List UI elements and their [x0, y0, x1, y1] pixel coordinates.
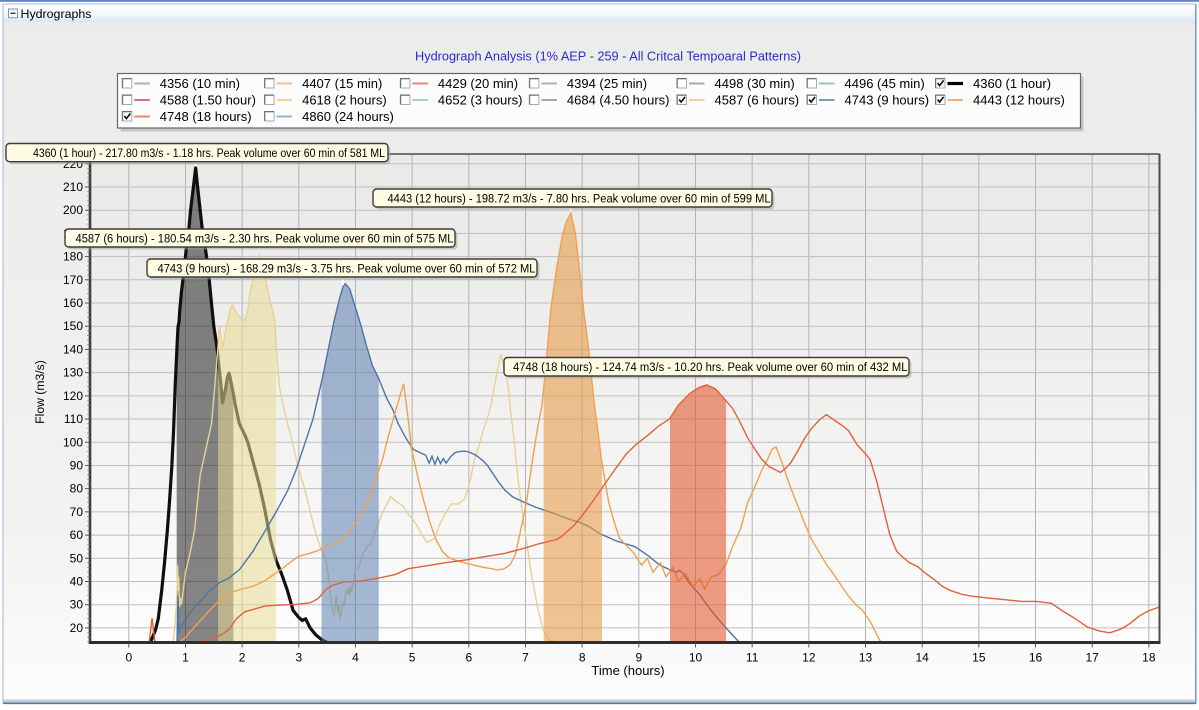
- svg-text:Flow (m3/s): Flow (m3/s): [33, 360, 47, 424]
- svg-text:8: 8: [579, 651, 586, 665]
- svg-text:140: 140: [63, 342, 83, 356]
- svg-text:30: 30: [70, 598, 84, 612]
- svg-text:9: 9: [635, 651, 642, 665]
- svg-text:110: 110: [64, 412, 83, 426]
- svg-text:20: 20: [70, 621, 84, 635]
- svg-text:150: 150: [63, 319, 83, 333]
- svg-text:60: 60: [70, 528, 84, 542]
- svg-text:18: 18: [1142, 651, 1156, 665]
- svg-text:4743 (9 hours): 4743 (9 hours): [845, 93, 930, 108]
- svg-text:12: 12: [802, 651, 816, 665]
- svg-text:120: 120: [63, 389, 83, 403]
- svg-text:170: 170: [63, 273, 83, 287]
- svg-text:Hydrograph Analysis (1% AEP -: Hydrograph Analysis (1% AEP - 259 - All …: [415, 49, 801, 64]
- svg-text:3: 3: [295, 651, 302, 665]
- svg-text:Hydrographs: Hydrographs: [21, 7, 92, 21]
- svg-text:160: 160: [63, 296, 83, 310]
- svg-text:90: 90: [70, 458, 84, 472]
- svg-text:6: 6: [465, 651, 472, 665]
- svg-text:17: 17: [1086, 651, 1100, 665]
- svg-text:4496 (45 min): 4496 (45 min): [845, 76, 925, 91]
- svg-text:4748 (18 hours): 4748 (18 hours): [160, 109, 252, 124]
- svg-text:180: 180: [63, 250, 83, 264]
- svg-text:4748 (18 hours) - 124.74 m3/s: 4748 (18 hours) - 124.74 m3/s - 10.20 hr…: [513, 360, 908, 374]
- svg-text:7: 7: [522, 651, 529, 665]
- svg-text:4356 (10 min): 4356 (10 min): [160, 76, 240, 91]
- svg-text:4443 (12 hours) - 198.72 m3/s: 4443 (12 hours) - 198.72 m3/s - 7.80 hrs…: [388, 191, 771, 205]
- svg-text:100: 100: [63, 435, 83, 449]
- svg-text:4587 (6 hours) - 180.54 m3/s -: 4587 (6 hours) - 180.54 m3/s - 2.30 hrs.…: [76, 231, 454, 245]
- svg-text:4394 (25 min): 4394 (25 min): [567, 76, 647, 91]
- svg-text:4684 (4.50 hours): 4684 (4.50 hours): [567, 93, 670, 108]
- svg-text:10: 10: [689, 651, 703, 665]
- svg-text:4652 (3 hours): 4652 (3 hours): [438, 93, 523, 108]
- svg-text:4: 4: [352, 651, 359, 665]
- svg-text:70: 70: [70, 505, 84, 519]
- svg-text:4860 (24 hours): 4860 (24 hours): [302, 109, 394, 124]
- svg-text:0: 0: [125, 651, 132, 665]
- svg-text:4360 (1 hour) - 217.80 m3/s -: 4360 (1 hour) - 217.80 m3/s - 1.18 hrs. …: [33, 146, 385, 160]
- svg-text:4443 (12 hours): 4443 (12 hours): [973, 93, 1065, 108]
- svg-text:4743 (9 hours) - 168.29 m3/s -: 4743 (9 hours) - 168.29 m3/s - 3.75 hrs.…: [158, 261, 536, 275]
- svg-text:11: 11: [746, 651, 759, 665]
- svg-text:Time (hours): Time (hours): [591, 663, 664, 678]
- svg-text:40: 40: [70, 574, 84, 588]
- svg-text:4360 (1 hour): 4360 (1 hour): [973, 76, 1051, 91]
- svg-text:130: 130: [63, 366, 83, 380]
- svg-text:4588 (1.50 hour): 4588 (1.50 hour): [160, 93, 256, 108]
- svg-text:80: 80: [70, 482, 84, 496]
- svg-text:5: 5: [409, 651, 416, 665]
- svg-text:210: 210: [63, 180, 83, 194]
- svg-text:4498 (30 min): 4498 (30 min): [715, 76, 795, 91]
- svg-text:16: 16: [1029, 651, 1043, 665]
- svg-text:2: 2: [239, 651, 246, 665]
- svg-text:4618 (2 hours): 4618 (2 hours): [302, 93, 387, 108]
- svg-text:50: 50: [70, 551, 84, 565]
- svg-text:4429 (20 min): 4429 (20 min): [438, 76, 518, 91]
- svg-text:4587 (6 hours): 4587 (6 hours): [715, 93, 800, 108]
- svg-text:15: 15: [972, 651, 986, 665]
- svg-text:14: 14: [916, 651, 930, 665]
- svg-text:4407 (15 min): 4407 (15 min): [302, 76, 382, 91]
- svg-text:1: 1: [182, 651, 189, 665]
- svg-text:13: 13: [859, 651, 873, 665]
- svg-text:200: 200: [63, 203, 83, 217]
